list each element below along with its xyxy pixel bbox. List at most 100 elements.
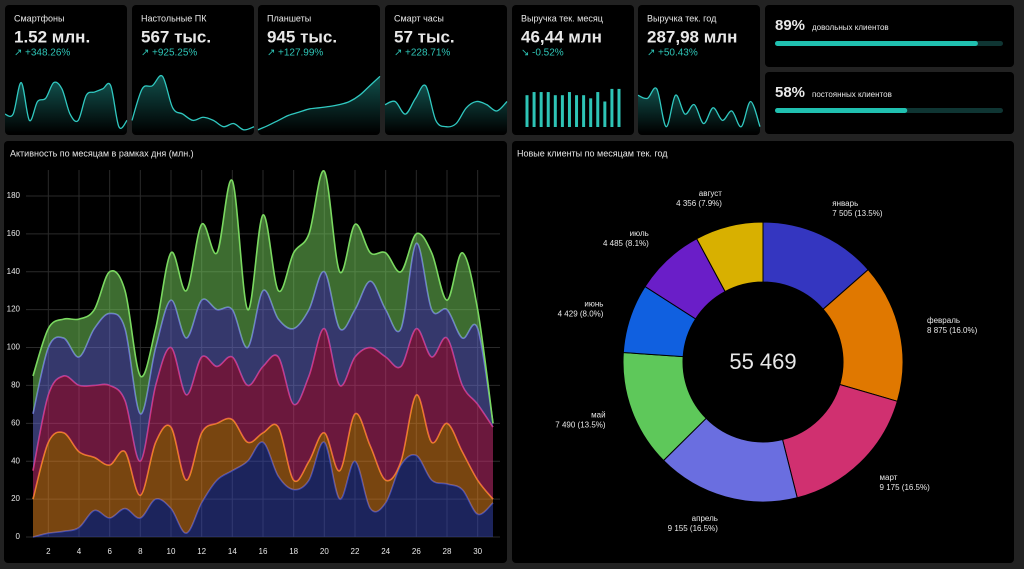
card-title: Настольные ПК [141,13,207,23]
x-tick-label: 22 [351,547,360,556]
spark-bar [525,95,529,127]
card-change: -0.52% [532,48,564,59]
spark-area [5,82,127,133]
trend-arrow: ↗ [394,48,402,59]
spark-line [4,81,128,129]
y-tick-label: 180 [7,191,21,200]
x-tick-label: 4 [77,547,82,556]
x-tick-label: 24 [381,547,390,556]
card-change: +127.99% [278,48,323,59]
card-value: 57 тыс. [394,27,455,46]
spark-line [384,84,508,128]
y-tick-label: 120 [7,305,21,314]
area [33,442,493,537]
spark-bar [582,95,586,127]
slice-label: июль [630,229,649,238]
trend-arrow: ↗ [267,48,275,59]
spark-area [132,75,254,133]
area [33,170,493,424]
y-tick-label: 40 [11,456,20,465]
spark-bar [575,95,579,127]
slice-label: январь [832,199,858,208]
spark-bar [589,98,593,127]
trend-arrow: ↗ [14,48,22,59]
area [33,394,493,537]
y-tick-label: 60 [11,418,20,427]
gauge-label: постоянных клиентов [812,90,892,99]
x-tick-label: 12 [197,547,206,556]
slice-value-label: 8 875 (16.0%) [927,326,978,335]
spark-bar [532,92,536,127]
gauge-panel [765,5,1014,67]
card-change: +50.43% [658,48,698,59]
spark-bar [567,92,571,127]
x-tick-label: 16 [259,547,268,556]
card [638,5,760,135]
card-change: +228.71% [405,48,450,59]
spark-bar [546,92,550,127]
spark-bar [617,88,621,127]
slice-label: август [699,189,723,198]
card-value: 1.52 млн. [14,27,90,46]
slice-value-label: 4 429 (8.0%) [558,309,604,318]
gauge-fill [775,108,908,113]
trend-arrow: ↗ [647,48,655,59]
slice-label: март [880,473,898,482]
card-value: 567 тыс. [141,27,211,46]
area [33,243,493,471]
x-tick-label: 20 [320,547,329,556]
card-value: 945 тыс. [267,27,337,46]
gauge-fill [775,41,978,46]
card-title: Смарт часы [394,13,444,23]
spark-area [638,87,760,133]
card-change: +348.26% [25,48,70,59]
spark-line [637,87,761,128]
slice-label: февраль [927,316,960,325]
spark-area [258,76,380,133]
y-tick-label: 20 [11,494,20,503]
card-title: Выручка тек. месяц [521,13,603,23]
card-change: +925.25% [152,48,197,59]
x-tick-label: 14 [228,547,237,556]
spark-area [385,85,507,133]
spark-line [257,75,381,131]
spark-line [131,74,255,131]
x-tick-label: 2 [46,547,51,556]
spark-bar [610,88,614,127]
gauge-panel [765,72,1014,134]
spark-bar [539,92,543,127]
slice-value-label: 9 175 (16.5%) [880,483,931,492]
y-tick-label: 80 [11,381,20,390]
card-title: Выручка тек. год [647,13,717,23]
gauge-label: довольных клиентов [812,23,889,32]
y-tick-label: 140 [7,267,21,276]
y-tick-label: 100 [7,343,21,352]
x-tick-label: 28 [443,547,452,556]
y-tick-label: 0 [16,532,21,541]
y-tick-label: 160 [7,229,21,238]
x-tick-label: 30 [473,547,482,556]
spark-bar [603,101,607,127]
x-tick-label: 10 [167,547,176,556]
chart-title: Новые клиенты по месяцам тек. год [517,148,668,158]
slice-value-label: 7 505 (13.5%) [832,209,883,218]
donut-slice [696,221,764,293]
spark-bar [560,95,564,127]
x-tick-label: 6 [107,547,112,556]
slice-value-label: 4 356 (7.9%) [676,199,722,208]
x-tick-label: 18 [289,547,298,556]
x-tick-label: 8 [138,547,143,556]
card-title: Планшеты [267,13,311,23]
card-value: 46,44 млн [521,27,602,46]
card [512,5,634,135]
area [33,328,493,500]
slice-label: май [591,411,605,420]
spark-bar [596,92,600,127]
spark-bar [553,95,557,127]
x-tick-label: 26 [412,547,421,556]
slice-value-label: 4 485 (8.1%) [603,239,649,248]
trend-arrow: ↗ [141,48,149,59]
card-title: Смартфоны [14,13,64,23]
slice-value-label: 9 155 (16.5%) [668,524,719,533]
